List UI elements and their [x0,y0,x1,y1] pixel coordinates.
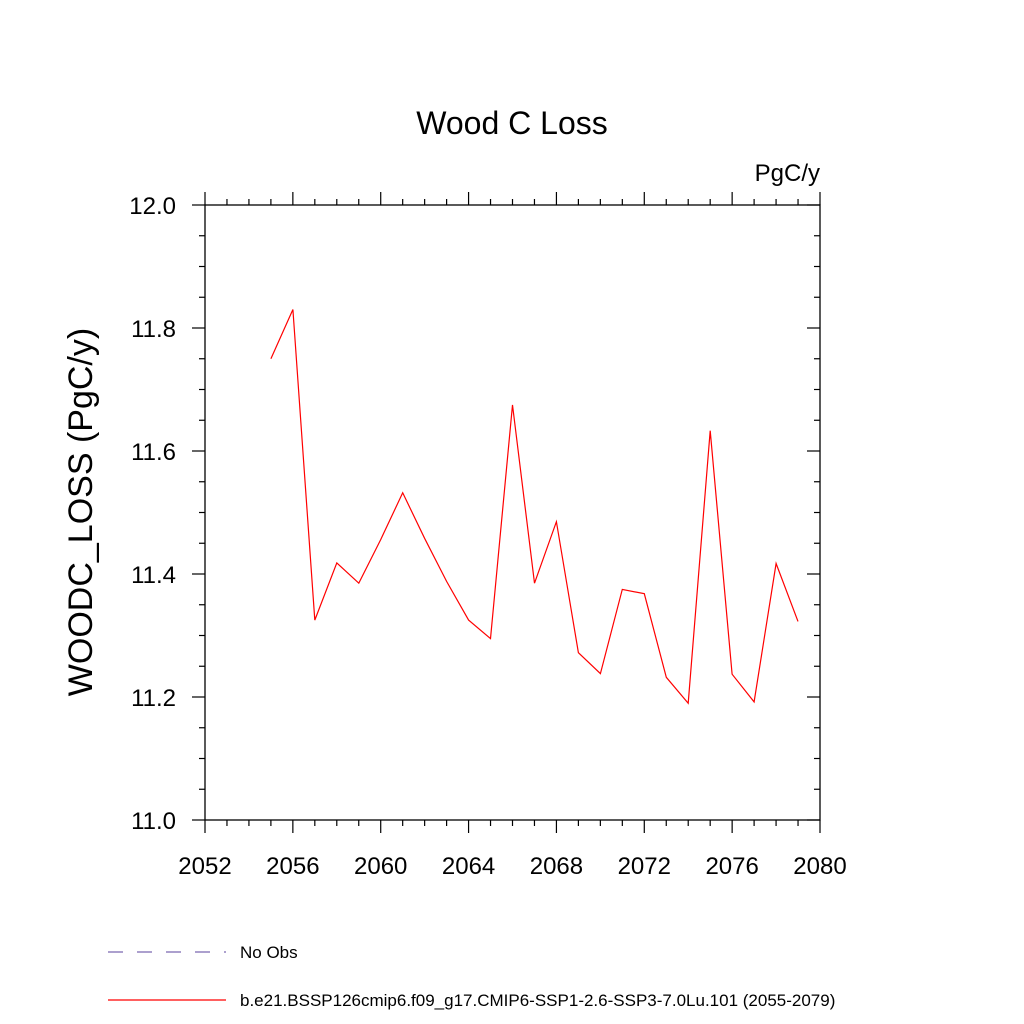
y-tick-label: 11.0 [131,808,176,835]
x-tick-label: 2052 [178,853,231,880]
chart-title: Wood C Loss [416,105,608,141]
plot-frame [204,204,821,821]
series-line-0 [270,309,799,705]
legend-label-0: No Obs [240,943,298,962]
legend: No Obs b.e21.BSSP126cmip6.f09_g17.CMIP6-S… [108,943,835,1010]
x-tick-label: 2056 [266,853,319,880]
units-label: PgC/y [755,160,820,187]
x-tick-label: 2080 [793,853,846,880]
y-tick-label: 12.0 [129,193,176,220]
y-tick-label: 11.8 [131,316,176,343]
x-tick-label: 2068 [530,853,583,880]
x-tick-label: 2064 [442,853,495,880]
axis-ticks [192,192,821,833]
legend-label-1: b.e21.BSSP126cmip6.f09_g17.CMIP6-SSP1-2.… [240,991,835,1010]
y-tick-label: 11.4 [131,562,176,589]
axis-tick-labels: 2052 2056 2060 2064 2068 2072 2076 2080 11.0 11.2… [129,193,846,880]
x-tick-label: 2060 [354,853,407,880]
series-layer [270,309,799,705]
x-tick-label: 2072 [618,853,671,880]
y-axis-label: WOODC_LOSS (PgC/y) [62,328,100,696]
y-tick-label: 11.2 [131,685,176,712]
x-tick-label: 2076 [705,853,758,880]
y-tick-label: 11.6 [131,439,176,466]
